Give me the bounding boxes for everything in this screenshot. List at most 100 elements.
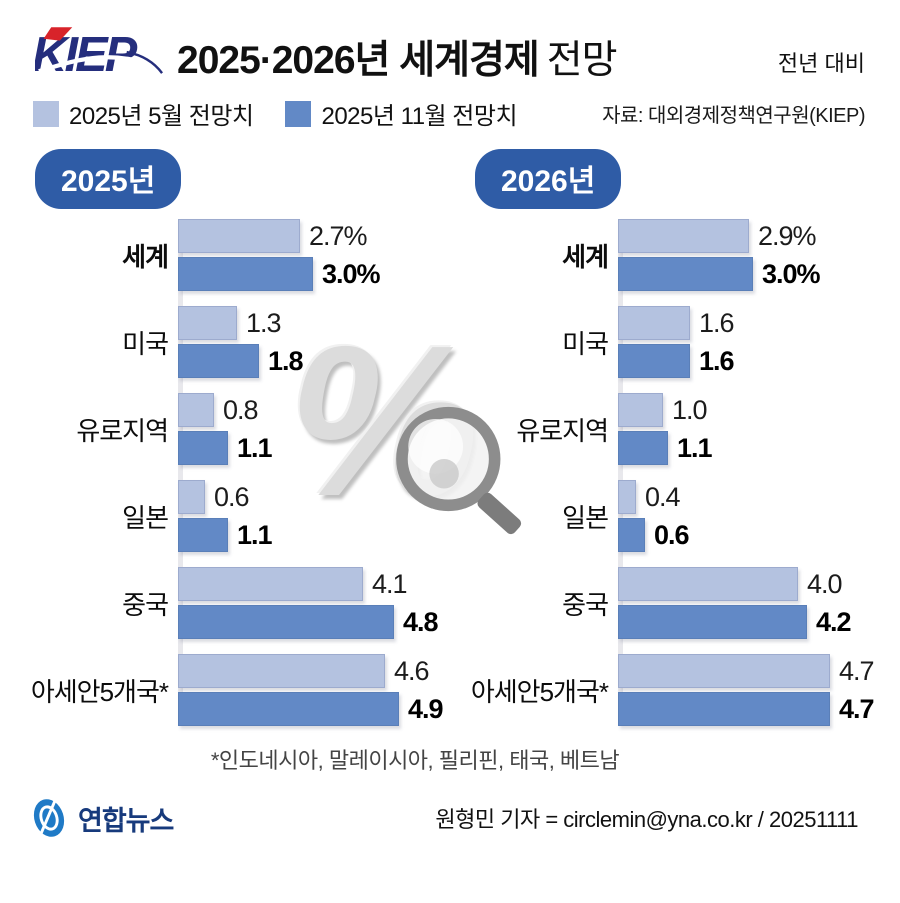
value-label-nov: 4.8 [403,606,439,637]
value-label-nov: 3.0% [762,258,821,289]
bar-nov [178,605,394,639]
chart-row: 미국 1.6 1.6 [460,306,900,378]
chart-row: 유로지역 1.0 1.1 [460,393,900,465]
value-label-nov: 1.8 [268,345,304,376]
bar-nov [618,605,807,639]
bar-line: 0.6 [618,518,900,552]
bar-line: 4.2 [618,605,900,639]
bar-pair: 4.7 4.7 [618,654,900,726]
category-label: 중국 [122,589,169,620]
bar-may [178,306,237,340]
legend-label-nov: 2025년 11월 전망치 [321,103,518,130]
bar-may [618,393,663,427]
chart-row: 일본 0.4 0.6 [460,480,900,552]
chart-row: 아세안5개국* 4.6 4.9 [20,654,460,726]
bar-may [618,306,690,340]
bar-line: 1.6 [618,306,900,340]
bar-may [178,393,214,427]
bar-may [178,219,300,253]
value-label-nov: 1.1 [677,432,713,463]
bar-line: 4.1 [178,567,460,601]
bar-line: 3.0% [618,257,900,291]
value-label-may: 0.4 [645,481,681,512]
bar-may [618,654,830,688]
panel-rows-2025: 세계 2.7% 3.0% 미국 1.3 1.8 유로지역 0.8 1.1 일본 0.6 1.1 중국 4.… [20,219,460,726]
bar-nov [178,344,259,378]
bar-nov [178,518,228,552]
page-title: 2025·2026년 세계경제 전망 [177,39,618,83]
kiep-logo: KIEP [35,27,163,82]
category-label: 미국 [562,328,609,359]
category-label: 세계 [122,241,169,272]
bar-may [178,567,363,601]
yoy-note: 전년 대비 [777,51,865,76]
chart-row: 미국 1.3 1.8 [20,306,460,378]
value-label-nov: 0.6 [654,519,690,550]
legend-label-may: 2025년 5월 전망치 [69,103,254,130]
category-label: 유로지역 [76,415,169,446]
bar-nov [178,692,399,726]
bar-line: 1.1 [178,431,460,465]
value-label-may: 4.7 [839,655,875,686]
chart-panels: 2025년 세계 2.7% 3.0% 미국 1.3 1.8 유로지역 0.8 1.1 일본 0.6 1… [0,131,900,741]
chart-row: 세계 2.9% 3.0% [460,219,900,291]
value-label-may: 2.7% [309,220,368,251]
value-label-may: 1.3 [246,307,282,338]
bar-line: 4.9 [178,692,460,726]
bar-may [618,480,636,514]
yonhap-logo-icon [33,799,65,837]
panel-rows-2026: 세계 2.9% 3.0% 미국 1.6 1.6 유로지역 1.0 1.1 일본 0.4 0.6 중국 4.… [460,219,900,726]
bar-pair: 0.4 0.6 [618,480,900,552]
bar-nov [618,431,668,465]
value-label-may: 4.6 [394,655,430,686]
category-label: 중국 [562,589,609,620]
value-label-nov: 3.0% [322,258,381,289]
value-label-may: 0.6 [214,481,250,512]
chart-row: 유로지역 0.8 1.1 [20,393,460,465]
bar-nov [618,692,830,726]
category-label: 세계 [562,241,609,272]
category-label: 일본 [562,502,609,533]
legend-item-nov: 2025년 11월 전망치 [285,96,518,131]
chart-row: 일본 0.6 1.1 [20,480,460,552]
panel-2025: 2025년 세계 2.7% 3.0% 미국 1.3 1.8 유로지역 0.8 1.1 일본 0.6 1… [20,149,460,741]
category-label: 아세안5개국* [30,676,169,707]
value-label-nov: 1.6 [699,345,735,376]
bar-pair: 1.3 1.8 [178,306,460,378]
value-label-nov: 4.9 [408,693,444,724]
footnote: *인도네시아, 말레이시아, 필리핀, 태국, 베트남 [210,748,620,773]
bar-line: 4.0 [618,567,900,601]
value-label-may: 1.0 [672,394,708,425]
bar-line: 1.1 [618,431,900,465]
bar-line: 1.8 [178,344,460,378]
category-label: 아세안5개국* [470,676,609,707]
bar-nov [618,257,753,291]
bar-pair: 2.7% 3.0% [178,219,460,291]
bar-line: 1.6 [618,344,900,378]
chart-row: 세계 2.7% 3.0% [20,219,460,291]
title-strong: 2025·2026년 세계경제 [177,39,540,83]
bar-nov [178,431,228,465]
category-label: 미국 [122,328,169,359]
category-label: 유로지역 [516,415,609,446]
bar-line: 1.1 [178,518,460,552]
legend-swatch-may [33,100,59,127]
bar-line: 0.4 [618,480,900,514]
bar-pair: 0.8 1.1 [178,393,460,465]
header: KIEP 2025·2026년 세계경제 전망 전년 대비 [0,0,900,82]
value-label-nov: 4.2 [816,606,852,637]
bar-may [618,567,798,601]
bar-line: 3.0% [178,257,460,291]
bar-line: 2.9% [618,219,900,253]
value-label-may: 0.8 [223,394,259,425]
byline: 원형민 기자 = circlemin@yna.co.kr / 20251111 [435,807,858,832]
chart-row: 아세안5개국* 4.7 4.7 [460,654,900,726]
bar-pair: 1.6 1.6 [618,306,900,378]
title-light: 전망 [546,39,618,83]
bar-pair: 4.0 4.2 [618,567,900,639]
bar-pair: 1.0 1.1 [618,393,900,465]
value-label-may: 1.6 [699,307,735,338]
bar-line: 4.6 [178,654,460,688]
kiep-logo-red-accent [43,27,73,41]
chart-row: 중국 4.1 4.8 [20,567,460,639]
